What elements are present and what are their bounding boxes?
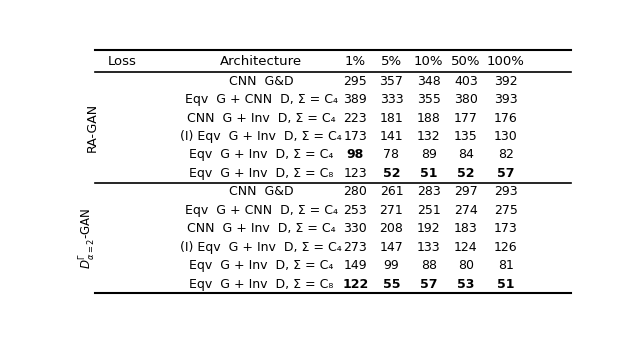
Text: 261: 261 <box>380 185 403 198</box>
Text: 57: 57 <box>497 167 515 180</box>
Text: Eqv  G + Inv  D, Σ = C₄: Eqv G + Inv D, Σ = C₄ <box>189 259 333 272</box>
Text: 100%: 100% <box>486 55 525 68</box>
Text: 99: 99 <box>383 259 399 272</box>
Text: 147: 147 <box>380 241 403 254</box>
Text: (I) Eqv  G + Inv  D, Σ = C₄: (I) Eqv G + Inv D, Σ = C₄ <box>180 130 342 143</box>
Text: CNN  G&D: CNN G&D <box>228 185 293 198</box>
Text: 126: 126 <box>493 241 517 254</box>
Text: 297: 297 <box>454 185 478 198</box>
Text: 88: 88 <box>420 259 436 272</box>
Text: CNN  G + Inv  D, Σ = C₄: CNN G + Inv D, Σ = C₄ <box>187 112 335 125</box>
Text: 52: 52 <box>383 167 400 180</box>
Text: Eqv  G + Inv  D, Σ = C₈: Eqv G + Inv D, Σ = C₈ <box>189 278 333 291</box>
Text: 149: 149 <box>344 259 367 272</box>
Text: $D^{\Gamma}_{\alpha=2}$-GAN: $D^{\Gamma}_{\alpha=2}$-GAN <box>78 207 98 269</box>
Text: 274: 274 <box>454 204 478 217</box>
Text: 357: 357 <box>380 75 403 88</box>
Text: CNN  G&D: CNN G&D <box>228 75 293 88</box>
Text: 355: 355 <box>417 93 440 106</box>
Text: 176: 176 <box>493 112 518 125</box>
Text: 389: 389 <box>344 93 367 106</box>
Text: 135: 135 <box>454 130 478 143</box>
Text: 98: 98 <box>347 149 364 161</box>
Text: 80: 80 <box>458 259 474 272</box>
Text: 124: 124 <box>454 241 477 254</box>
Text: 275: 275 <box>493 204 518 217</box>
Text: (I) Eqv  G + Inv  D, Σ = C₄: (I) Eqv G + Inv D, Σ = C₄ <box>180 241 342 254</box>
Text: 271: 271 <box>380 204 403 217</box>
Text: 173: 173 <box>493 222 518 235</box>
Text: 348: 348 <box>417 75 440 88</box>
Text: RA-GAN: RA-GAN <box>85 103 99 152</box>
Text: 5%: 5% <box>381 55 402 68</box>
Text: 57: 57 <box>420 278 437 291</box>
Text: 192: 192 <box>417 222 440 235</box>
Text: 51: 51 <box>497 278 515 291</box>
Text: 403: 403 <box>454 75 478 88</box>
Text: 82: 82 <box>498 149 513 161</box>
Text: 89: 89 <box>420 149 436 161</box>
Text: 51: 51 <box>420 167 437 180</box>
Text: Eqv  G + CNN  D, Σ = C₄: Eqv G + CNN D, Σ = C₄ <box>184 204 337 217</box>
Text: Eqv  G + Inv  D, Σ = C₄: Eqv G + Inv D, Σ = C₄ <box>189 149 333 161</box>
Text: 10%: 10% <box>414 55 444 68</box>
Text: Loss: Loss <box>108 55 136 68</box>
Text: 123: 123 <box>344 167 367 180</box>
Text: 223: 223 <box>344 112 367 125</box>
Text: 50%: 50% <box>451 55 481 68</box>
Text: 283: 283 <box>417 185 440 198</box>
Text: Eqv  G + Inv  D, Σ = C₈: Eqv G + Inv D, Σ = C₈ <box>189 167 333 180</box>
Text: 280: 280 <box>343 185 367 198</box>
Text: 52: 52 <box>457 167 475 180</box>
Text: 53: 53 <box>457 278 475 291</box>
Text: 177: 177 <box>454 112 478 125</box>
Text: 55: 55 <box>383 278 400 291</box>
Text: 293: 293 <box>493 185 517 198</box>
Text: 251: 251 <box>417 204 440 217</box>
Text: 141: 141 <box>380 130 403 143</box>
Text: 1%: 1% <box>345 55 366 68</box>
Text: 122: 122 <box>342 278 369 291</box>
Text: 295: 295 <box>344 75 367 88</box>
Text: Eqv  G + CNN  D, Σ = C₄: Eqv G + CNN D, Σ = C₄ <box>184 93 337 106</box>
Text: 333: 333 <box>380 93 403 106</box>
Text: 132: 132 <box>417 130 440 143</box>
Text: 380: 380 <box>454 93 478 106</box>
Text: 78: 78 <box>383 149 399 161</box>
Text: 173: 173 <box>344 130 367 143</box>
Text: Architecture: Architecture <box>220 55 302 68</box>
Text: 208: 208 <box>380 222 403 235</box>
Text: CNN  G + Inv  D, Σ = C₄: CNN G + Inv D, Σ = C₄ <box>187 222 335 235</box>
Text: 133: 133 <box>417 241 440 254</box>
Text: 81: 81 <box>498 259 513 272</box>
Text: 130: 130 <box>493 130 518 143</box>
Text: 188: 188 <box>417 112 440 125</box>
Text: 183: 183 <box>454 222 478 235</box>
Text: 392: 392 <box>493 75 517 88</box>
Text: 253: 253 <box>344 204 367 217</box>
Text: 181: 181 <box>380 112 403 125</box>
Text: 393: 393 <box>493 93 517 106</box>
Text: 330: 330 <box>344 222 367 235</box>
Text: 273: 273 <box>344 241 367 254</box>
Text: 84: 84 <box>458 149 474 161</box>
